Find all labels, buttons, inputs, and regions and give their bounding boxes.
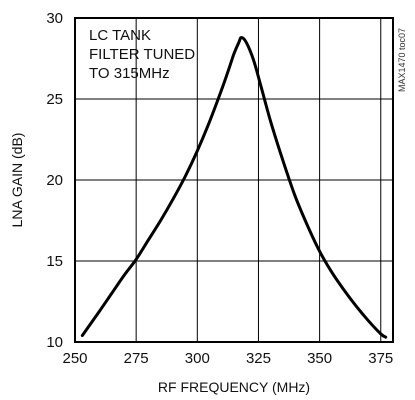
x-tick-label: 350 <box>307 350 332 367</box>
y-tick-label: 15 <box>46 253 63 270</box>
x-tick-label: 300 <box>185 350 210 367</box>
plot-frame <box>74 17 394 343</box>
x-axis-label: RF FREQUENCY (MHz) <box>158 379 310 395</box>
x-tick-label: 325 <box>246 350 271 367</box>
x-tick-labels: 250 275 300 325 350 375 <box>62 350 393 367</box>
figure-code-label: MAX1470 toc07 <box>397 28 407 92</box>
y-axis-label: LNA GAIN (dB) <box>9 133 25 228</box>
annotation-line: TO 315MHz <box>89 65 170 82</box>
x-tick-label: 375 <box>368 350 393 367</box>
y-tick-label: 10 <box>46 334 63 351</box>
y-tick-label: 25 <box>46 91 63 108</box>
y-tick-labels: 10 15 20 25 30 <box>46 10 63 351</box>
annotation-line: LC TANK <box>89 27 151 44</box>
x-tick-label: 250 <box>62 350 87 367</box>
annotation-line: FILTER TUNED <box>89 46 195 63</box>
plot-series <box>80 35 388 339</box>
y-tick-label: 30 <box>46 10 63 27</box>
series-line-0 <box>80 35 388 339</box>
y-tick-label: 20 <box>46 172 63 189</box>
x-tick-label: 275 <box>124 350 149 367</box>
filter-annotation: LC TANK FILTER TUNED TO 315MHz <box>89 27 195 82</box>
